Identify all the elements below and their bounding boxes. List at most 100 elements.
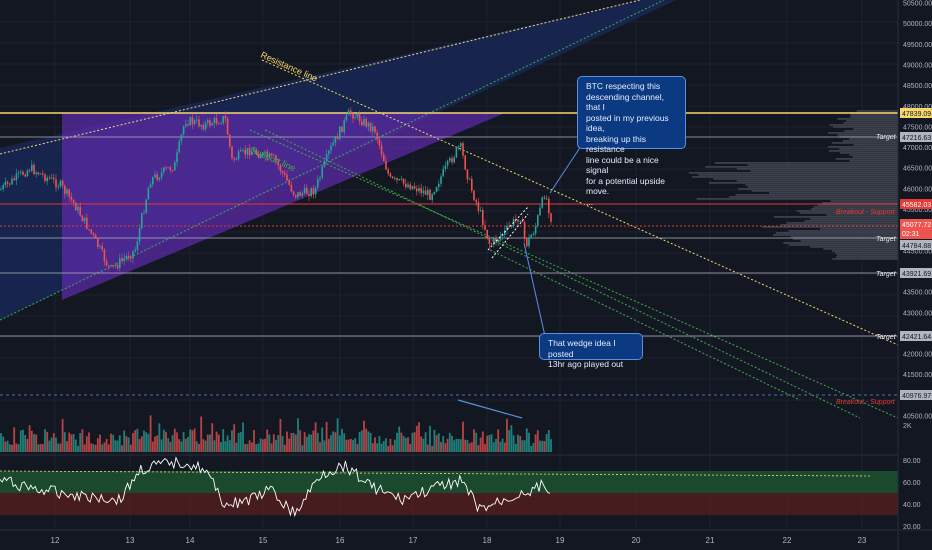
candle-body [497,239,499,242]
candlestick-series [0,107,552,272]
volume-bar [127,437,130,452]
volume-bar [541,440,544,452]
price-axis[interactable]: 50500.00 50000.00 49500.00 49000.00 48500.00… [898,0,932,530]
volume-bar [193,428,196,452]
volume-profile-bar [688,172,898,174]
date-tick: 13 [126,536,135,545]
volume-profile-bar [736,168,898,170]
volume-bar [358,431,361,452]
candle-body [259,156,262,158]
candle-body [462,143,464,156]
volume-bar [543,441,546,452]
candle-body [119,258,121,268]
volume-bar [187,436,189,452]
volume-bar [468,443,471,452]
volume-profile-bar [828,132,898,134]
volume-profile-bar [775,232,898,234]
volume-bar [374,437,376,452]
volume-bar [250,442,253,452]
candle-body [70,196,73,200]
candle-body [180,134,183,142]
volume-profile-bar [844,130,898,132]
callout-main[interactable]: BTC respecting this descending channel, … [577,76,686,207]
price-tag-44784-text: 44784.88 [902,243,931,250]
candle-body [28,170,31,172]
volume-profile-bar [836,254,898,256]
date-tick: 22 [783,536,792,545]
callout-wedge[interactable]: That wedge idea I posted 13hr ago played… [539,333,643,369]
volume-bar [444,443,447,452]
candle-body [237,151,240,160]
volume-bar [341,429,343,452]
candle-body [369,122,372,132]
candle-body [365,118,367,127]
candle-body [466,169,469,180]
candle-body [292,191,295,195]
volume-bar [479,437,482,452]
candle-body [350,110,352,114]
volume-bar [140,436,143,452]
volume-profile-bar [852,156,898,158]
volume-bar [490,434,493,452]
volume-profile-bar [736,180,898,182]
candle-body [251,151,253,156]
volume-bar [363,420,365,452]
volume-bar [28,425,31,452]
candle-body [435,186,438,192]
volume-bar [446,438,449,452]
date-tick: 12 [51,536,60,545]
volume-bar [70,434,73,452]
volume-bar [301,445,304,452]
price-tick: 45500.00 [903,207,932,214]
volume-bar [497,429,500,452]
price-tag-42421: 42421.64 [900,331,932,341]
candle-body [548,198,550,214]
candle-body [482,210,484,226]
volume-bar [343,433,346,452]
rsi-axis[interactable]: 80.00 60.00 40.00 20.00 [903,458,921,531]
candle-body [187,124,189,126]
volume-profile-bar [809,218,898,220]
volume-bar [429,425,431,452]
volume-bar [371,443,374,452]
candle-body [301,193,304,196]
volume-bar [37,444,40,452]
volume-bar [281,436,284,452]
volume-bar [237,432,240,452]
volume-bar [52,433,55,452]
candle-body [413,186,416,189]
candle-body [123,258,125,261]
candle-body [202,124,205,130]
candle-body [248,148,251,156]
volume-bar [451,435,453,452]
volume-bar [418,422,420,452]
volume-profile-bar [817,204,898,206]
candle-body [299,192,301,196]
candle-body [372,126,374,132]
volume-bar [523,440,526,452]
candle-body [407,184,409,188]
resistance-line-label: Resistance line [259,50,319,84]
candle-body [424,190,427,195]
volume-bar [22,429,24,452]
candle-body [530,235,532,238]
volume-bar [380,443,383,452]
volume-profile-bar [830,200,898,202]
date-tick: 23 [858,536,867,545]
volume-bar [475,432,478,452]
candle-body [191,117,194,125]
volume-bar [189,429,192,452]
candle-body [220,123,222,125]
candle-body [367,122,370,127]
price-tick: 46500.00 [903,166,932,173]
volume-profile-bar [747,186,898,188]
candle-body [297,192,299,198]
target-label-3: Target [876,271,897,278]
date-tick: 16 [336,536,345,545]
volume-bar [316,432,319,452]
candle-body [440,176,442,184]
candle-body [284,172,286,175]
volume-profile-bar [835,252,898,254]
